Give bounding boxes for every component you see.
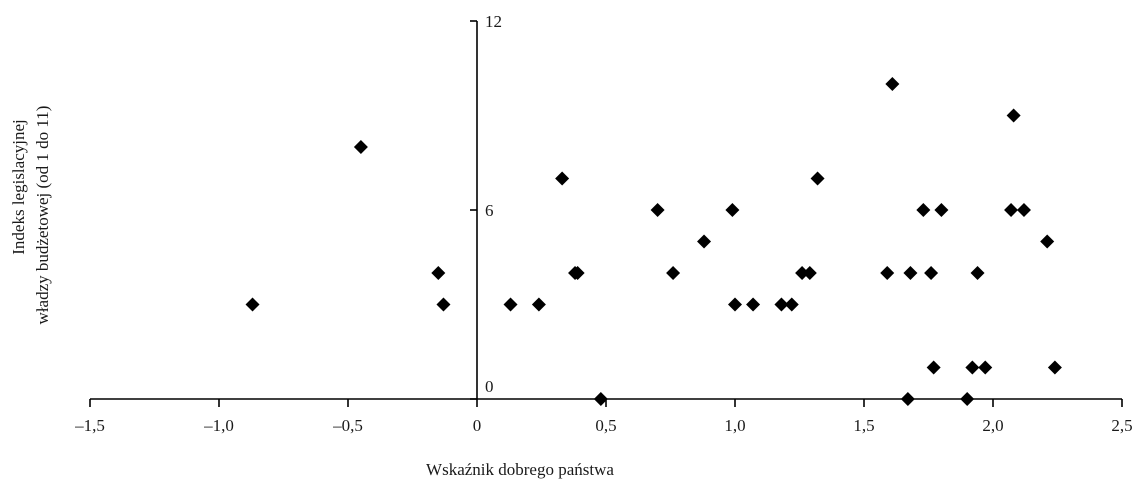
y-axis-title-line-2: władzy budżetowej (od 1 do 11) [33,106,52,325]
data-point [900,392,915,406]
x-tick-label: 0,5 [595,416,616,435]
data-point [1040,234,1055,249]
y-axis-title-line-1: Indeks legislacyjnej [9,119,28,255]
data-point [903,266,918,280]
x-tick-label: –1,0 [203,416,234,435]
data-point [593,392,608,406]
data-point [436,297,451,312]
data-point [503,297,518,312]
x-tick-label: –0,5 [332,416,363,435]
data-point [650,203,665,217]
ticks: –1,5 –1,0 –0,5 0 0,5 1,0 1,5 2,0 2,5 0 6 12 [74,12,1133,435]
data-points [245,77,1062,406]
data-point [666,266,681,280]
data-point [965,360,980,375]
data-point [1016,203,1031,217]
data-point [697,234,712,249]
x-tick-label: 0 [473,416,482,435]
data-point [934,203,949,217]
data-point [353,140,368,154]
x-tick-label: 1,5 [853,416,874,435]
data-point [784,297,799,312]
y-tick-label: 0 [485,377,494,396]
y-tick-label: 6 [485,201,494,220]
data-point [725,203,740,217]
x-tick-label: 2,0 [982,416,1003,435]
x-axis-title: Wskaźnik dobrego państwa [426,460,614,479]
data-point [1006,108,1021,123]
data-point [880,266,895,280]
data-point [555,171,570,186]
y-tick-label: 12 [485,12,502,31]
data-point [978,360,993,375]
axes [90,21,1122,400]
data-point [926,360,941,375]
data-point [960,392,975,406]
data-point [810,171,825,186]
data-point [570,266,585,280]
data-point [795,266,810,280]
data-point [774,297,789,312]
x-tick-label: –1,5 [74,416,105,435]
data-point [885,77,900,91]
x-tick-label: 2,5 [1111,416,1132,435]
data-point [970,266,985,280]
data-point [1047,360,1062,375]
data-point [245,297,260,312]
y-axis-title: Indeks legislacyjnej władzy budżetowej (… [9,106,52,325]
data-point [802,266,817,280]
data-point [746,297,761,312]
data-point [916,203,931,217]
data-point [728,297,742,312]
data-point [431,266,446,280]
data-point [924,266,939,280]
data-point [1004,203,1019,217]
data-point [531,297,546,312]
x-tick-label: 1,0 [724,416,745,435]
